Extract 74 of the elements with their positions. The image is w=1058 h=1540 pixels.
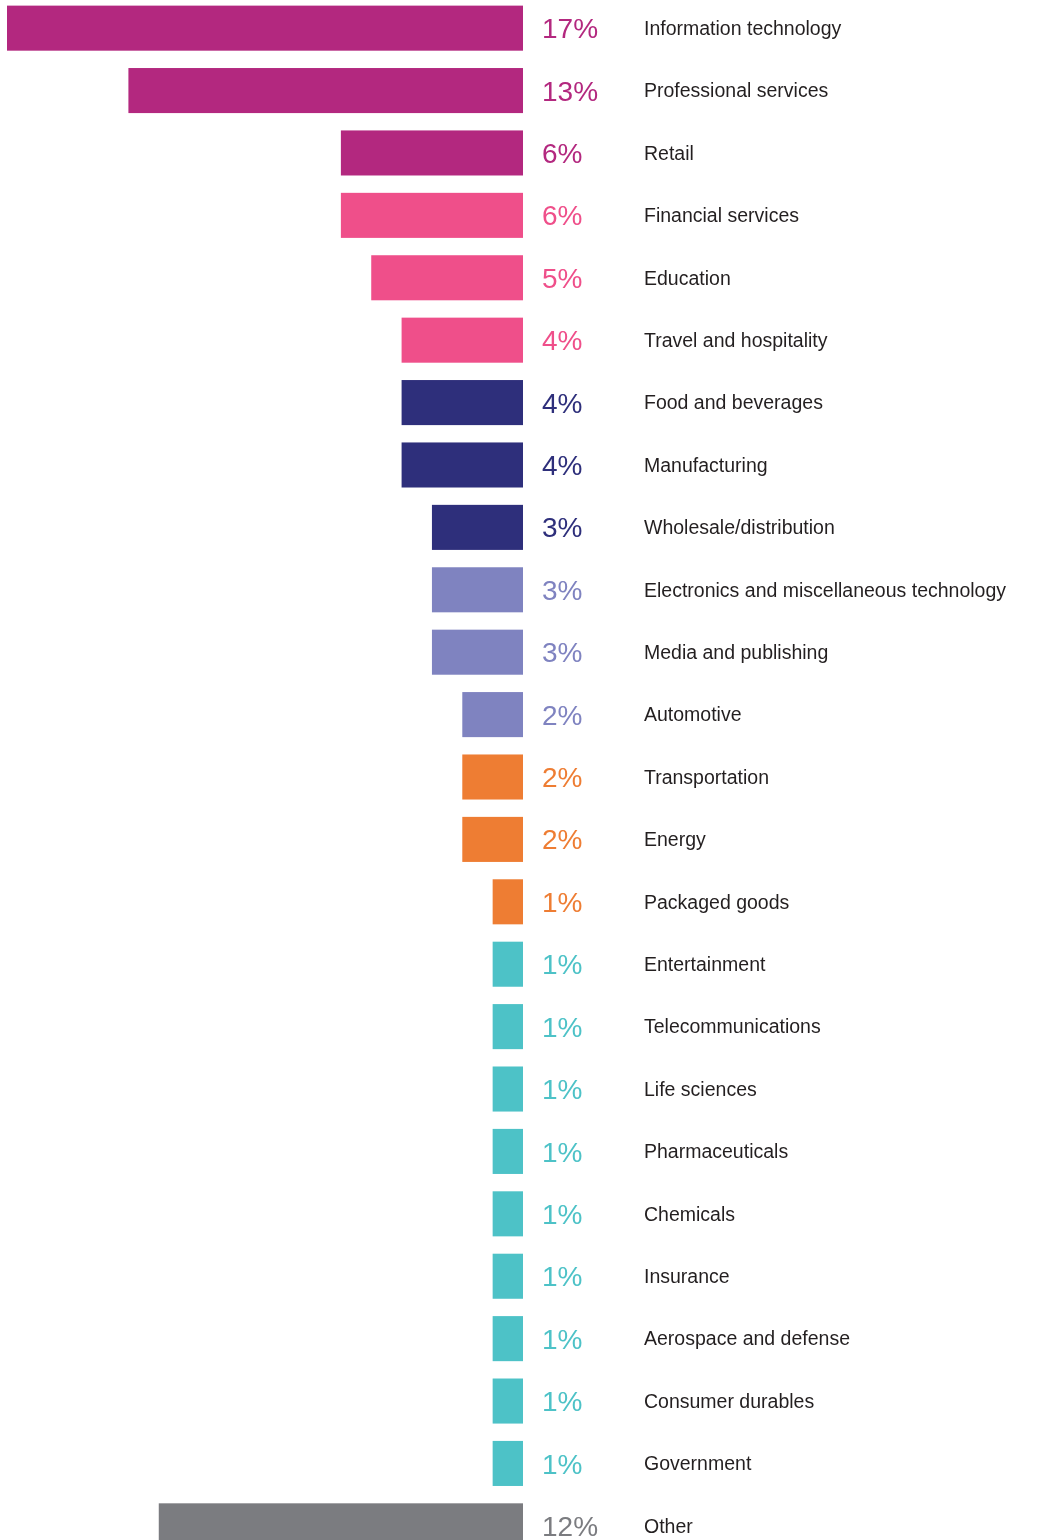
data-label: 1% xyxy=(542,886,583,918)
data-label: 3% xyxy=(542,574,583,606)
y-tick-label: Food and beverages xyxy=(644,391,824,414)
data-label: 12% xyxy=(542,1510,599,1540)
data-label: 1% xyxy=(542,1136,583,1168)
bar xyxy=(340,130,523,176)
y-tick-label: Energy xyxy=(644,828,707,851)
data-label: 1% xyxy=(542,1261,583,1293)
y-tick-label: Life sciences xyxy=(644,1077,757,1100)
bar xyxy=(492,1191,523,1237)
y-tick-label: Manufacturing xyxy=(644,453,768,476)
data-label: 4% xyxy=(542,325,583,357)
bar xyxy=(462,816,523,862)
bar xyxy=(492,1004,523,1050)
y-tick-label: Financial services xyxy=(644,204,800,227)
data-label: 1% xyxy=(542,1198,583,1230)
data-label: 4% xyxy=(542,387,583,419)
bar xyxy=(492,1253,523,1299)
y-tick-label: Electronics and miscellaneous technology xyxy=(644,578,1007,601)
bar xyxy=(462,692,523,738)
y-tick-label: Chemicals xyxy=(644,1202,736,1225)
bar xyxy=(7,5,523,51)
y-tick-label: Other xyxy=(644,1514,694,1537)
data-label: 1% xyxy=(542,1448,583,1480)
data-label: 2% xyxy=(542,762,583,794)
bar xyxy=(431,504,523,550)
y-tick-label: Wholesale/distribution xyxy=(644,516,835,539)
bar xyxy=(492,1316,523,1362)
bar xyxy=(492,1378,523,1424)
bar xyxy=(128,68,523,114)
y-tick-label: Government xyxy=(644,1452,752,1475)
y-tick-label: Consumer durables xyxy=(644,1389,815,1412)
bar xyxy=(462,754,523,800)
y-tick-label: Entertainment xyxy=(644,953,766,976)
bar xyxy=(431,567,523,613)
y-tick-label: Transportation xyxy=(644,765,770,788)
data-label: 1% xyxy=(542,1011,583,1043)
data-label: 3% xyxy=(542,512,583,544)
bar xyxy=(492,1128,523,1174)
bar xyxy=(492,941,523,987)
bar xyxy=(401,442,523,488)
bar xyxy=(492,1066,523,1112)
data-label: 4% xyxy=(542,450,583,482)
bar xyxy=(492,1440,523,1486)
data-label: 5% xyxy=(542,262,583,294)
y-tick-label: Retail xyxy=(644,141,694,164)
y-tick-label: Travel and hospitality xyxy=(644,329,828,351)
bar xyxy=(492,879,523,925)
data-label: 13% xyxy=(542,75,599,107)
bar xyxy=(371,255,523,301)
data-label: 1% xyxy=(542,1386,583,1418)
y-tick-label: Professional services xyxy=(644,79,829,102)
data-label: 17% xyxy=(542,13,599,45)
data-label: 2% xyxy=(542,824,583,856)
bar xyxy=(401,380,523,426)
y-tick-label: Insurance xyxy=(644,1265,730,1288)
data-label: 1% xyxy=(542,1323,583,1355)
y-tick-label: Media and publishing xyxy=(644,641,829,664)
y-tick-label: Aerospace and defense xyxy=(644,1327,850,1350)
data-label: 6% xyxy=(542,138,583,170)
data-label: 6% xyxy=(542,200,583,232)
data-label: 2% xyxy=(542,699,583,731)
y-tick-label: Telecommunications xyxy=(644,1015,821,1038)
y-tick-label: Education xyxy=(644,266,731,289)
bar xyxy=(431,629,523,675)
y-tick-label: Pharmaceuticals xyxy=(644,1140,789,1163)
y-tick-label: Information technology xyxy=(644,16,842,39)
data-label: 1% xyxy=(542,949,583,981)
data-label: 1% xyxy=(542,1074,583,1106)
bar xyxy=(401,317,523,363)
y-tick-label: Automotive xyxy=(644,703,742,726)
data-label: 3% xyxy=(542,637,583,669)
bar xyxy=(340,192,523,238)
y-tick-label: Packaged goods xyxy=(644,890,790,913)
